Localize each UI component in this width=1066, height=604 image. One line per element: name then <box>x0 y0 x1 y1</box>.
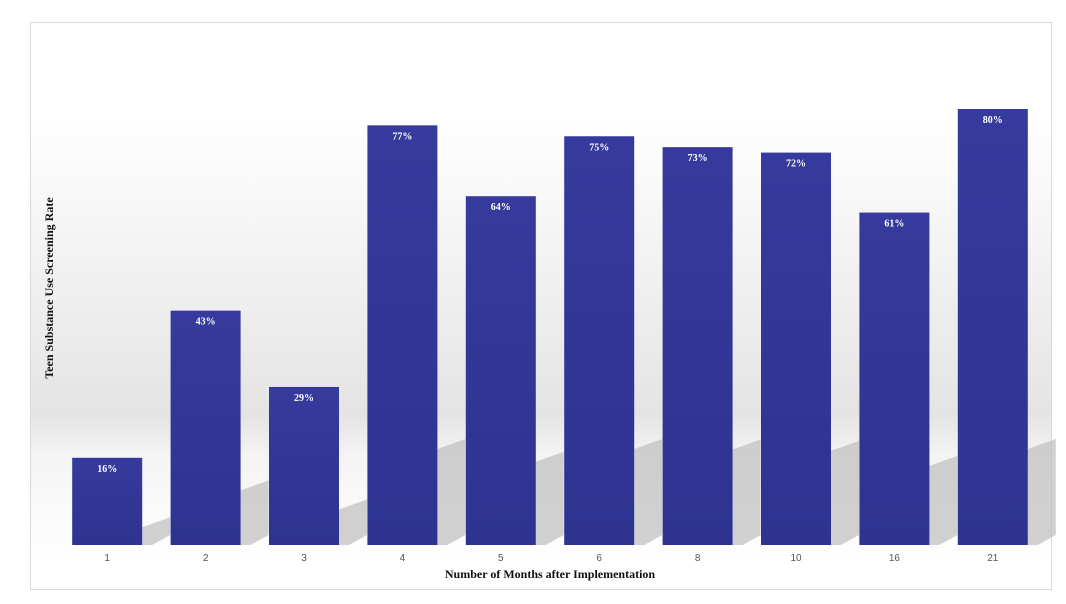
bar-shadow <box>1027 439 1056 545</box>
bar-value-label: 72% <box>786 159 806 170</box>
bar-value-label: 80% <box>983 115 1003 126</box>
bar-shadow <box>929 455 958 545</box>
bar-value-labels: 16% 43% 29% 77% 64% 75% 73% 72% 61% 80% <box>97 115 1003 475</box>
bar-shadow <box>634 439 663 545</box>
bar-shadow <box>339 499 367 545</box>
x-tick-label: 4 <box>400 553 406 564</box>
x-tick-label: 8 <box>695 553 701 564</box>
bar <box>564 136 635 545</box>
bar-shadow <box>437 439 466 545</box>
x-tick-label: 3 <box>301 553 307 564</box>
bar-value-label: 75% <box>589 142 609 153</box>
bar <box>72 457 143 545</box>
x-axis-title: Number of Months after Implementation <box>445 567 656 581</box>
bar <box>465 196 536 545</box>
bar-value-label: 73% <box>688 153 708 164</box>
bar <box>269 386 339 545</box>
x-tick-label: 5 <box>498 553 504 564</box>
bar-value-label: 16% <box>97 464 117 475</box>
x-tick-label: 21 <box>987 553 999 564</box>
bar <box>761 152 831 545</box>
x-tick-labels: 1 2 3 4 5 6 8 10 16 21 <box>104 553 998 564</box>
bar <box>957 109 1028 545</box>
bars <box>72 109 1028 546</box>
bar <box>367 125 438 545</box>
bar-shadow <box>240 480 269 545</box>
bar-value-label: 29% <box>294 393 314 404</box>
bar-shadow <box>142 517 171 545</box>
bar-value-label: 64% <box>491 202 511 213</box>
x-tick-label: 16 <box>889 553 901 564</box>
x-tick-label: 2 <box>203 553 209 564</box>
bar-value-label: 61% <box>884 219 904 230</box>
bar-shadows <box>142 439 1056 545</box>
bar-shadow <box>831 440 859 545</box>
bar <box>859 212 930 546</box>
bar-shadow <box>535 451 564 545</box>
bar <box>170 310 241 545</box>
bar-value-label: 77% <box>392 131 412 142</box>
x-tick-label: 6 <box>596 553 602 564</box>
x-tick-label: 10 <box>790 553 802 564</box>
bar-value-label: 43% <box>196 317 216 328</box>
bar-shadow <box>732 439 761 545</box>
x-tick-label: 1 <box>104 553 110 564</box>
y-axis-title: Teen Substance Use Screening Rate <box>42 197 56 379</box>
bar <box>662 147 733 545</box>
